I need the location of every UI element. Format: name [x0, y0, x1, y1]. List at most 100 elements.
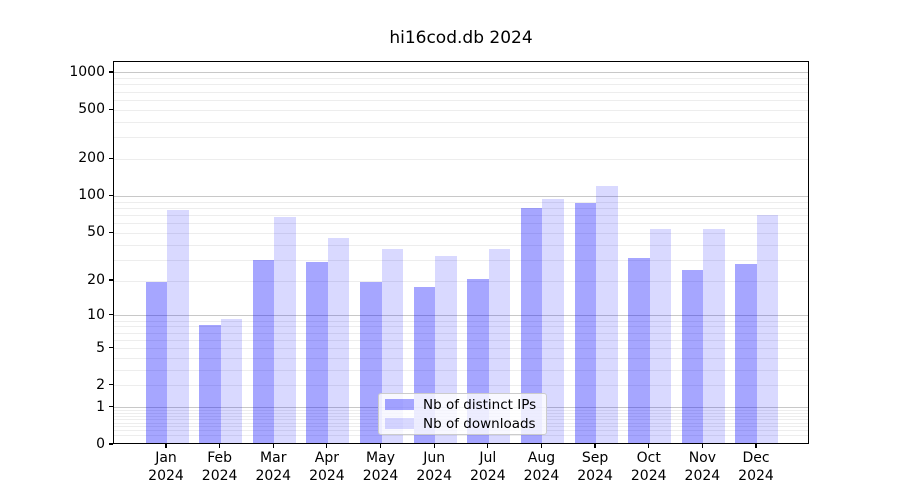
y-axis-tick — [109, 279, 113, 281]
gridline-minor — [114, 332, 808, 334]
y-axis-tick-label: 100 — [78, 187, 105, 204]
x-axis-tick — [326, 444, 328, 448]
legend-label-distinct-ips: Nb of distinct IPs — [423, 396, 537, 413]
bar-downloads — [542, 198, 564, 443]
gridline-minor — [114, 385, 808, 387]
y-axis-tick-label: 1 — [96, 398, 105, 415]
bar-distinct-ips — [520, 208, 543, 443]
gridline-minor — [114, 244, 808, 246]
bar-distinct-ips — [735, 263, 757, 443]
x-tick-year: 2024 — [362, 467, 399, 484]
y-axis-tick-label: 1000 — [69, 63, 105, 80]
gridline-minor — [114, 369, 808, 371]
y-axis-tick — [109, 194, 113, 197]
bar-distinct-ips — [681, 269, 704, 443]
y-axis-tick-label: 0 — [96, 436, 105, 452]
x-tick-month: Jul — [479, 450, 497, 466]
y-axis-tick — [109, 384, 113, 386]
gridline-minor — [114, 99, 808, 101]
x-axis-tick-label: Feb 2024 — [178, 450, 262, 485]
legend: Nb of distinct IPs Nb of downloads — [378, 393, 547, 435]
y-axis-tick — [109, 231, 113, 233]
y-axis-tick — [109, 71, 113, 73]
x-axis-tick — [487, 444, 489, 448]
y-axis-tick-label: 200 — [78, 150, 105, 167]
bar-distinct-ips — [628, 258, 650, 443]
legend-swatch-downloads — [385, 418, 414, 429]
x-axis-tick — [219, 444, 221, 448]
gridline-minor — [114, 84, 808, 86]
gridline-minor — [114, 121, 808, 123]
x-tick-month: Dec — [742, 450, 770, 466]
bar-distinct-ips — [574, 202, 597, 443]
legend-swatch-distinct-ips — [385, 399, 414, 410]
x-axis-tick-label: Jun 2024 — [392, 450, 476, 485]
gridline-minor — [114, 137, 808, 139]
x-axis-tick-label: Aug 2024 — [499, 450, 583, 485]
x-axis-tick-label: Apr 2024 — [285, 450, 369, 485]
gridline-minor — [114, 91, 808, 93]
x-axis-tick-label: Mar 2024 — [231, 450, 315, 485]
x-tick-year: 2024 — [738, 467, 774, 484]
gridline-minor — [114, 357, 808, 359]
gridline-minor — [114, 326, 808, 328]
gridline-minor — [114, 214, 808, 216]
x-tick-year: 2024 — [523, 467, 560, 484]
y-axis-tick — [109, 157, 113, 159]
x-tick-month: Apr — [314, 450, 340, 466]
x-axis-tick-label: Oct 2024 — [607, 450, 691, 485]
x-tick-month: May — [366, 450, 395, 466]
gridline-minor — [114, 201, 808, 203]
gridline-major — [114, 195, 808, 197]
x-tick-month: Aug — [527, 450, 556, 466]
x-axis-tick — [165, 444, 167, 448]
x-axis-tick-label: Nov 2024 — [660, 450, 744, 485]
chart-title: hi16cod.db 2024 — [389, 28, 533, 48]
gridline-minor — [114, 232, 808, 234]
y-axis-tick — [109, 314, 113, 316]
x-tick-year: 2024 — [577, 467, 613, 484]
legend-item-distinct-ips: Nb of distinct IPs — [385, 396, 540, 413]
x-tick-year: 2024 — [630, 467, 667, 484]
x-tick-year: 2024 — [309, 467, 345, 484]
bar-distinct-ips — [306, 261, 328, 443]
gridline-minor — [114, 207, 808, 209]
y-axis-tick-label: 10 — [87, 306, 105, 323]
bar-downloads — [703, 229, 725, 443]
x-tick-year: 2024 — [416, 467, 452, 484]
gridline-minor — [114, 259, 808, 261]
x-axis-tick-label: May 2024 — [339, 450, 423, 485]
bar-distinct-ips — [360, 281, 382, 443]
bar-downloads — [327, 238, 350, 443]
x-axis-tick — [755, 444, 757, 448]
y-axis-tick-label: 20 — [87, 272, 105, 289]
gridline-minor — [114, 223, 808, 225]
gridline-minor — [114, 158, 808, 160]
x-tick-month: Sep — [581, 450, 609, 466]
y-axis-tick — [109, 346, 113, 349]
y-axis-tick — [109, 108, 113, 110]
legend-label-downloads: Nb of downloads — [423, 415, 536, 432]
x-axis-tick — [433, 444, 435, 448]
x-axis-tick — [540, 444, 543, 448]
x-axis-tick — [272, 444, 274, 448]
bar-distinct-ips — [199, 324, 221, 443]
x-axis-tick-label: Sep 2024 — [553, 450, 637, 485]
gridline-major — [114, 315, 808, 317]
gridline-minor — [114, 339, 808, 341]
x-axis-tick-label: Jan 2024 — [124, 450, 208, 485]
x-tick-year: 2024 — [201, 467, 238, 484]
bar-distinct-ips — [145, 281, 167, 443]
bar-downloads — [596, 186, 618, 443]
x-tick-year: 2024 — [148, 467, 184, 484]
bar-downloads — [649, 229, 672, 443]
x-axis-tick-label: Jul 2024 — [446, 450, 530, 485]
y-axis-tick-label: 2 — [96, 376, 105, 393]
x-axis-tick — [379, 444, 382, 448]
x-tick-year: 2024 — [255, 467, 292, 484]
x-tick-month: Oct — [636, 450, 661, 466]
gridline-minor — [114, 109, 808, 111]
x-axis-tick — [594, 444, 596, 448]
gridline-minor — [114, 280, 808, 282]
